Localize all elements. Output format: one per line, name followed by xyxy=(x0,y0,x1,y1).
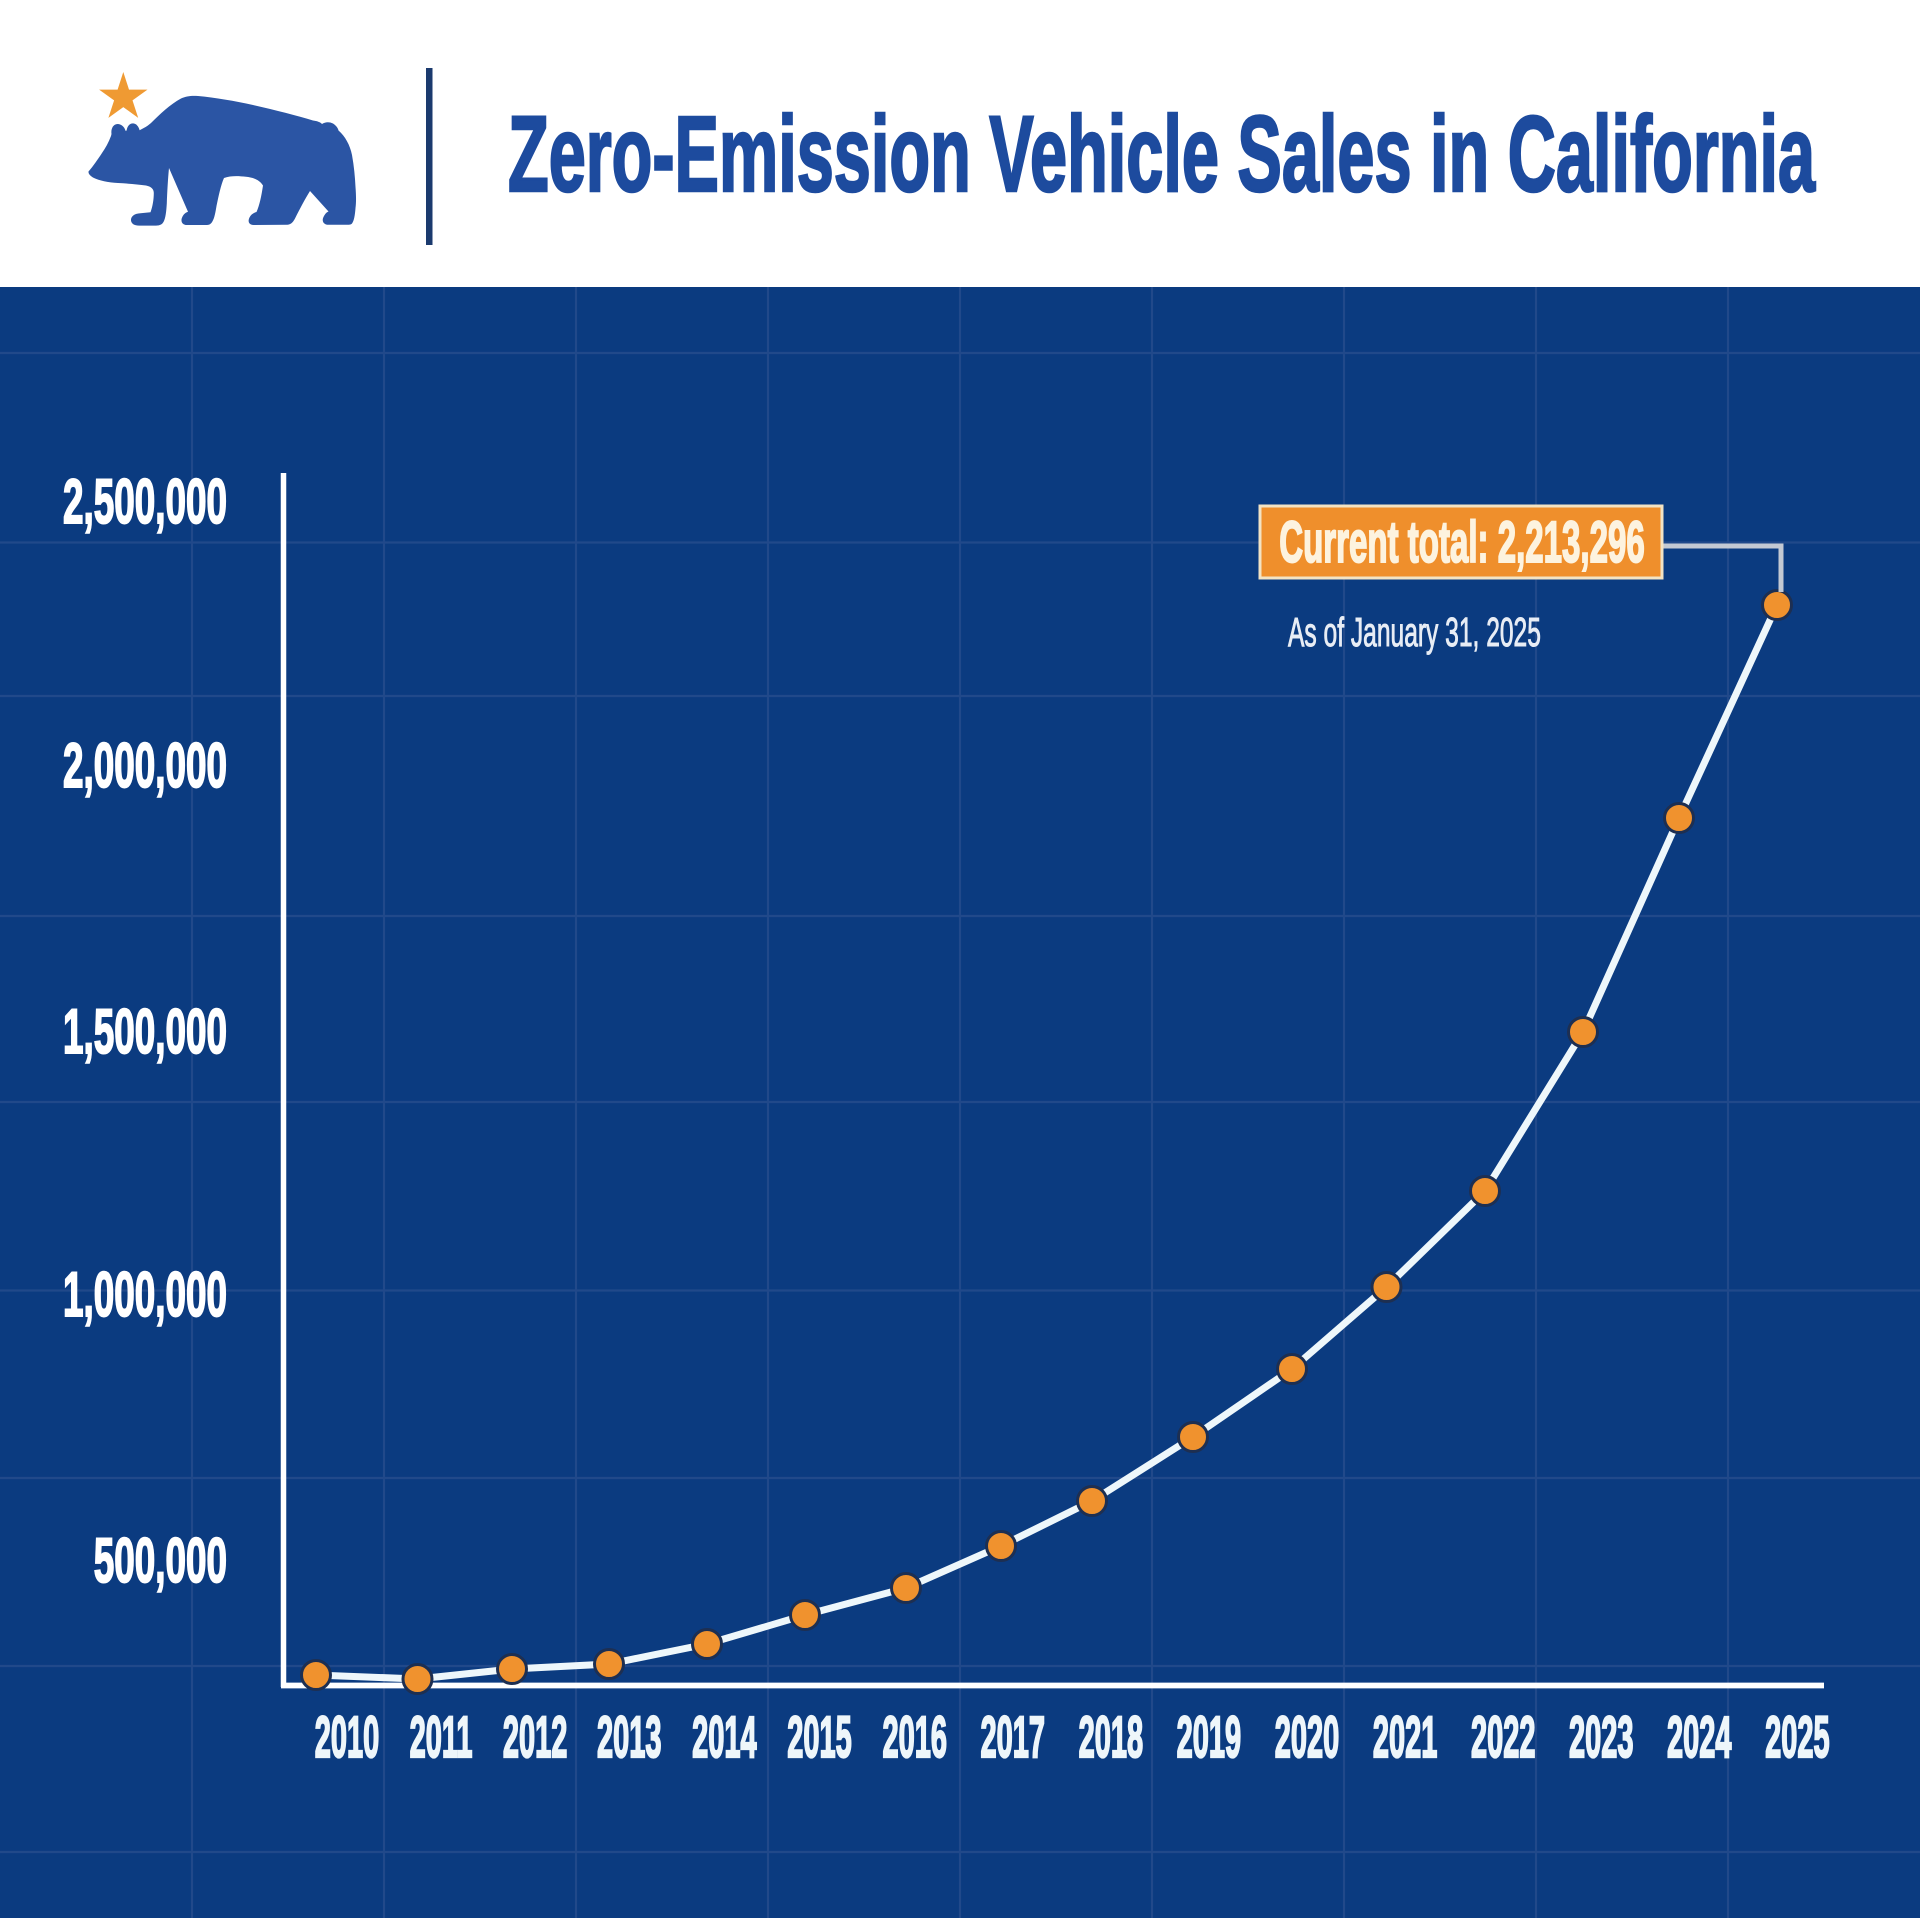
svg-text:500,000: 500,000 xyxy=(94,1525,227,1596)
svg-text:2,500,000: 2,500,000 xyxy=(63,466,227,537)
svg-text:2014: 2014 xyxy=(692,1704,757,1770)
svg-text:2025: 2025 xyxy=(1765,1704,1830,1770)
svg-text:2020: 2020 xyxy=(1275,1704,1340,1770)
svg-text:2,000,000: 2,000,000 xyxy=(63,730,227,801)
svg-text:2011: 2011 xyxy=(410,1704,473,1770)
svg-text:2021: 2021 xyxy=(1373,1704,1438,1770)
svg-text:2015: 2015 xyxy=(787,1704,852,1770)
svg-text:2023: 2023 xyxy=(1569,1704,1634,1770)
svg-text:1,500,000: 1,500,000 xyxy=(63,996,227,1067)
svg-text:2010: 2010 xyxy=(315,1704,380,1770)
svg-text:As of January 31, 2025: As of January 31, 2025 xyxy=(1288,610,1541,656)
svg-text:Zero-Emission Vehicle Sales in: Zero-Emission Vehicle Sales in Californi… xyxy=(508,95,1816,215)
svg-text:2012: 2012 xyxy=(503,1704,568,1770)
svg-text:2018: 2018 xyxy=(1079,1704,1144,1770)
svg-text:2024: 2024 xyxy=(1667,1704,1732,1770)
svg-text:Current total: 2,213,296: Current total: 2,213,296 xyxy=(1279,510,1644,575)
svg-text:2019: 2019 xyxy=(1177,1704,1242,1770)
svg-text:1,000,000: 1,000,000 xyxy=(63,1259,227,1330)
svg-text:2016: 2016 xyxy=(882,1704,947,1770)
svg-text:2017: 2017 xyxy=(981,1704,1046,1770)
svg-text:2022: 2022 xyxy=(1471,1704,1536,1770)
svg-text:2013: 2013 xyxy=(597,1704,662,1770)
